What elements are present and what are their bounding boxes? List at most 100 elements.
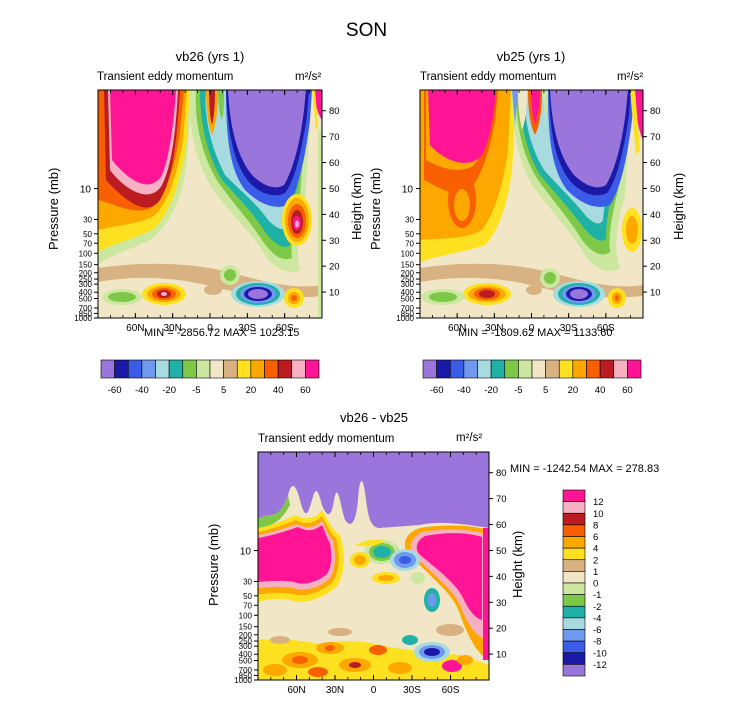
panel-b-y2label: Height (km) (671, 173, 686, 240)
panel-a-plot (98, 90, 322, 318)
panel-a-lat-label: 0 (207, 323, 213, 334)
colorbar-a-swatch (305, 359, 320, 379)
colorbar-b-label: -20 (484, 385, 498, 396)
panel-c-lat-label: 60N (287, 685, 305, 696)
panel-c-htick-label: 80 (496, 468, 507, 479)
panel-b-ptick-label: 850 (401, 309, 415, 318)
colorbar-diff-label: 1 (593, 567, 598, 578)
panel-b-plot (420, 90, 643, 318)
panel-b-ptick-label: 300 (401, 280, 415, 289)
panel-b-ptick-label: 30 (405, 215, 414, 224)
panel-c-units: m²/s² (456, 432, 483, 444)
panel-a-y2label: Height (km) (349, 173, 364, 240)
colorbar-a-swatch (127, 359, 143, 379)
colorbar-diff-swatch (562, 664, 586, 677)
colorbar-b-swatch (599, 359, 615, 379)
colorbar-b-label: 60 (622, 385, 633, 396)
panel-a-lat-label: 60N (126, 323, 144, 334)
colorbar-a-swatch (250, 359, 265, 379)
panel-b-ptick-label: 1000 (396, 314, 414, 323)
colorbar-b-swatch (531, 359, 546, 379)
panel-b-htick-label: 80 (650, 106, 661, 117)
panel-a-ptick-label: 150 (79, 261, 93, 270)
colorbar-b-swatch (558, 359, 574, 379)
panel-c-lat-label: 60S (442, 685, 460, 696)
panel-b-htick-label: 20 (650, 262, 661, 273)
panel-c-ptick-label: 150 (239, 623, 253, 632)
colorbar-b-swatch (545, 359, 560, 379)
colorbar-diff-label: -8 (593, 637, 601, 648)
panel-a-ptick-label: 200 (79, 269, 93, 278)
panel-c-ptick-label: 400 (239, 650, 253, 659)
panel-a-htick-label: 70 (329, 132, 340, 143)
panel-c-htick-label: 70 (496, 494, 507, 505)
colorbar-diff-label: 6 (593, 532, 598, 543)
panel-b-ptick-label: 150 (401, 261, 415, 270)
colorbar-diff-label: -12 (593, 660, 607, 671)
panel-a-lat-label: 30N (163, 323, 181, 334)
colorbar-b-label: -40 (457, 385, 471, 396)
colorbar-a-label: -40 (135, 385, 149, 396)
panel-c-plot (258, 452, 489, 680)
panel-a-subtitle: Transient eddy momentum (97, 71, 234, 83)
colorbar-a-swatch (114, 359, 129, 379)
panel-b-ptick-label: 50 (405, 230, 414, 239)
colorbar-diff-swatch (562, 536, 586, 549)
panel-a-ptick-label: 300 (79, 280, 93, 289)
panel-c-lat-label: 30N (326, 685, 344, 696)
colorbar-a-swatch (141, 359, 156, 379)
panel-c-ptick-label: 30 (243, 577, 252, 586)
colorbar-a-label: -20 (162, 385, 176, 396)
panel-b-htick-label: 30 (650, 236, 661, 247)
colorbar-b-swatch (463, 359, 478, 379)
panel-a-ptick-label: 500 (79, 295, 93, 304)
colorbar-diff-label: -6 (593, 625, 601, 636)
panel-c-ptick-label: 10 (240, 547, 252, 558)
panel-b-ylabel: Pressure (mb) (368, 168, 383, 250)
colorbar-b-label: -60 (430, 385, 444, 396)
panel-c-minmax: MIN = -1242.54 MAX = 278.83 (510, 463, 660, 475)
panel-c-lat-label: 0 (371, 685, 377, 696)
colorbar-diff-swatch (562, 524, 586, 537)
colorbar-b-swatch (518, 359, 533, 379)
panel-c-htick-label: 30 (496, 598, 507, 609)
colorbar-diff-swatch (562, 547, 586, 561)
panel-b-htick-label: 40 (650, 210, 661, 221)
colorbar-b-label: 5 (543, 385, 548, 396)
panel-a-ptick-label: 10 (80, 185, 92, 196)
panel-b-subtitle: Transient eddy momentum (420, 71, 557, 83)
panel-c-ptick-label: 250 (239, 637, 253, 646)
colorbar-diff-swatch (562, 512, 586, 526)
panel-a-htick-label: 50 (329, 184, 340, 195)
panel-b-lat-label: 30N (485, 323, 503, 334)
panel-a-ptick-label: 100 (79, 249, 93, 258)
panel-a-htick-label: 20 (329, 262, 340, 273)
panel-c-htick-label: 10 (496, 650, 507, 661)
panel-c-ptick-label: 200 (239, 631, 253, 640)
colorbar-b-swatch (436, 359, 451, 379)
panel-b-ptick-label: 700 (401, 304, 415, 313)
colorbar-diff-swatch (562, 605, 586, 619)
panel-c-htick-label: 40 (496, 572, 507, 583)
colorbar-diff-label: 4 (593, 544, 598, 555)
colorbar-diff-label: 12 (593, 497, 604, 508)
panel-b-htick-label: 60 (650, 158, 661, 169)
panel-c-htick-label: 60 (496, 520, 507, 531)
colorbar-a-swatch (155, 359, 170, 379)
colorbar-a-swatch (291, 359, 306, 379)
colorbar-a-swatch (168, 359, 184, 379)
panel-a-htick-label: 30 (329, 236, 340, 247)
panel-b-lat-label: 60N (448, 323, 466, 334)
colorbar-a-label: -5 (192, 385, 200, 396)
colorbar-diff-swatch (562, 571, 586, 584)
colorbar-b-swatch (572, 359, 587, 379)
colorbar-a-swatch (223, 359, 238, 379)
colorbar-b: -60 -40 -20 -5 5 20 40 60 (422, 359, 642, 396)
panel-c-title: vb26 - vb25 (340, 410, 408, 425)
colorbar-diff-label: 10 (593, 509, 604, 520)
colorbar-diff-label: 8 (593, 520, 598, 531)
colorbar-a-swatch (209, 359, 224, 379)
panel-c-subtitle: Transient eddy momentum (258, 433, 395, 445)
panel-c-ptick-label: 1000 (234, 676, 252, 685)
